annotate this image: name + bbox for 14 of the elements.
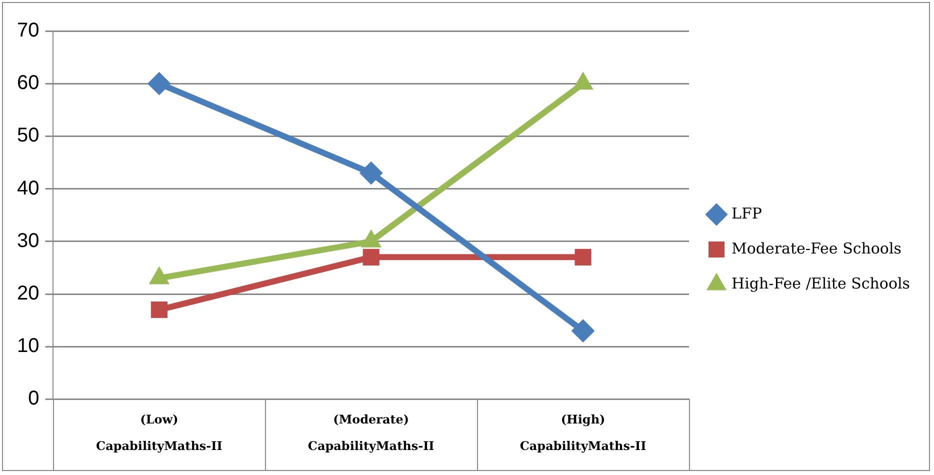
x-tick-label: (Low) CapabilityMaths-II (96, 412, 223, 453)
legend-label: Moderate-Fee Schools (732, 239, 902, 258)
y-tick-label: 40 (16, 177, 40, 200)
legend-label: LFP (732, 204, 762, 222)
y-tick-label: 60 (16, 72, 40, 94)
y-tick-label: 0 (28, 388, 40, 410)
legend-label: High-Fee /Elite Schools (732, 274, 910, 292)
y-tick-label: 20 (16, 282, 40, 305)
y-tick-label: 30 (16, 230, 40, 252)
y-tick-label: 10 (16, 335, 40, 358)
x-tick-label: (High) CapabilityMaths-II (520, 412, 647, 453)
x-tick-label: (Moderate) CapabilityMaths-II (308, 412, 435, 453)
y-tick-label: 70 (16, 20, 40, 42)
y-tick-label: 50 (16, 124, 40, 147)
